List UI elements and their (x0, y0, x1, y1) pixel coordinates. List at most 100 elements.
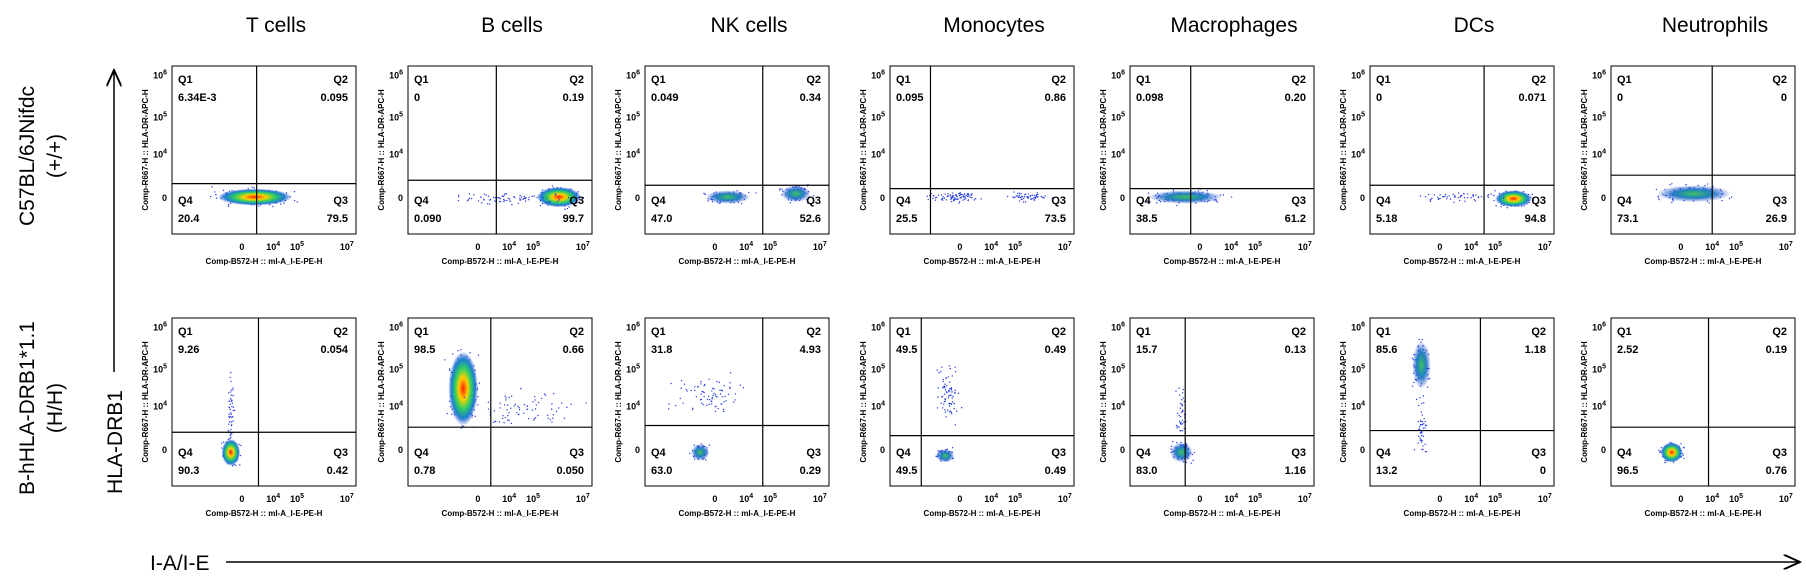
cell-dot (692, 407, 694, 409)
tick-label: 0 (1197, 242, 1202, 252)
cell-dot (696, 386, 699, 388)
tick-label: 105 (389, 363, 403, 374)
quadrant-name: Q2 (806, 74, 821, 86)
cell-dot (231, 415, 234, 418)
tick-base: 0 (957, 242, 962, 252)
tick-base: 10 (1592, 149, 1602, 159)
quadrant-percent: 31.8 (651, 344, 672, 356)
cell-dot (963, 198, 966, 200)
cell-dot (480, 196, 482, 198)
cell-dot (1431, 197, 1433, 199)
cell-dot (229, 391, 232, 393)
panel-x-label: Comp-B572-H :: mI-A_I-E-PE-H (1164, 257, 1281, 266)
tick-exponent: 6 (399, 321, 403, 328)
cell-dot (958, 192, 960, 195)
cell-dot (960, 407, 963, 409)
cell-dot (558, 199, 561, 201)
cell-dot (1423, 417, 1425, 420)
cell-dot (510, 422, 513, 425)
tick-exponent: 6 (881, 321, 885, 328)
tick-base: 10 (1488, 242, 1498, 252)
cell-dot (518, 408, 521, 411)
cell-dot (781, 188, 783, 191)
panel-y-label: Comp-R667-H :: HLA-DR-APC-H (1099, 341, 1108, 463)
cell-dot (721, 403, 723, 405)
tick-base: 10 (266, 494, 276, 504)
panel-x-label: Comp-B572-H :: mI-A_I-E-PE-H (1404, 509, 1521, 518)
cell-dot (505, 193, 508, 195)
quadrant-percent: 9.26 (178, 344, 199, 356)
cell-dot (518, 406, 520, 409)
cell-dot (477, 200, 480, 202)
tick-label: 106 (1592, 321, 1606, 332)
tick-base: 10 (813, 494, 823, 504)
cell-dot (507, 197, 509, 199)
cell-dot (1041, 196, 1044, 198)
cell-dot (958, 202, 960, 204)
cell-dot (527, 417, 530, 420)
cell-dot (1421, 434, 1423, 437)
quadrant-percent: 0.049 (651, 92, 679, 104)
plot-frame (1369, 317, 1555, 487)
tick-base: 0 (1360, 193, 1365, 203)
cell-dot (958, 200, 961, 203)
quadrant-name: Q2 (1772, 326, 1787, 338)
density (1412, 341, 1431, 389)
column-title: Macrophages (1170, 14, 1297, 37)
cell-dot (506, 200, 508, 202)
tick-exponent: 5 (1121, 111, 1125, 118)
tick-base: 10 (526, 242, 536, 252)
cell-dot (1178, 414, 1180, 417)
tick-exponent: 4 (1234, 493, 1238, 500)
cell-dot (1420, 420, 1422, 423)
cell-dot (526, 405, 529, 407)
tick-base: 10 (763, 242, 773, 252)
cell-dot (956, 410, 958, 412)
cell-dot (1413, 381, 1415, 384)
cell-dot (1020, 198, 1023, 201)
cell-dot (1472, 194, 1474, 196)
cell-dot (1438, 198, 1440, 200)
cell-dot (719, 389, 721, 391)
plot-frame (889, 317, 1075, 487)
cell-dot (1446, 196, 1448, 198)
cell-dot (1490, 193, 1493, 195)
cell-dot (1418, 404, 1420, 407)
cell-dot (668, 403, 670, 405)
cell-dot (239, 454, 242, 457)
cell-dot (1420, 431, 1423, 433)
cell-dot (1426, 386, 1429, 388)
cell-dot (1036, 192, 1038, 194)
cell-dot (953, 199, 955, 201)
cell-dot (1190, 462, 1192, 464)
column-title: NK cells (710, 14, 787, 37)
cell-dot (258, 205, 260, 207)
quadrant-percent: 0.050 (556, 465, 584, 477)
panel-x-label: Comp-B572-H :: mI-A_I-E-PE-H (1645, 509, 1762, 518)
tick-base: 10 (1351, 364, 1361, 374)
cell-dot (566, 207, 569, 210)
cell-dot (943, 393, 946, 396)
cell-dot (716, 396, 718, 398)
tick-exponent: 5 (163, 111, 167, 118)
plot-frame (1610, 65, 1796, 235)
tick-exponent: 7 (350, 493, 354, 500)
cell-dot (1424, 424, 1427, 426)
tick-exponent: 5 (636, 111, 640, 118)
tick-exponent: 5 (1121, 363, 1125, 370)
cell-dot (519, 199, 521, 201)
cell-dot (474, 415, 476, 418)
cell-dot (1181, 419, 1184, 422)
cell-dot (707, 200, 709, 202)
cell-dot (700, 398, 703, 401)
cell-dot (927, 198, 929, 201)
tick-base: 10 (1351, 149, 1361, 159)
cell-dot (1424, 443, 1426, 445)
quadrant-name: Q2 (1772, 74, 1787, 86)
cell-dot (1172, 189, 1175, 191)
cell-dot (533, 195, 535, 197)
tick-exponent: 4 (276, 493, 280, 500)
cell-dot (721, 396, 723, 398)
cell-dot (228, 413, 230, 415)
panel-x-label: Comp-B572-H :: mI-A_I-E-PE-H (206, 509, 323, 518)
